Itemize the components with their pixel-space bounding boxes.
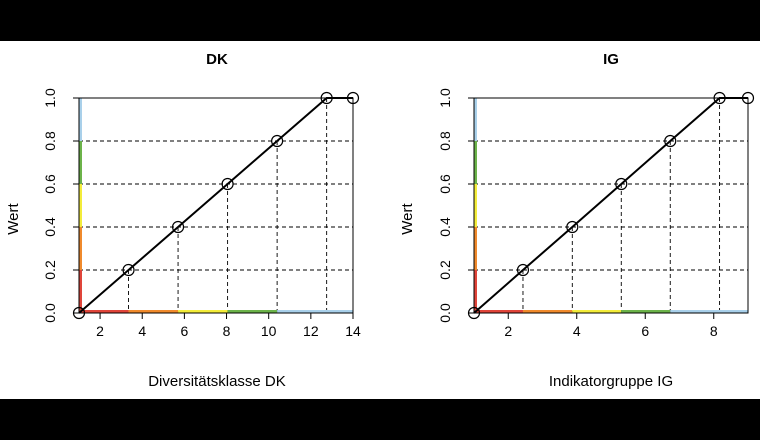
plot-frame <box>78 97 354 314</box>
y-tick-label: 0.8 <box>42 131 58 151</box>
data-point <box>516 263 530 277</box>
x-color-band <box>227 310 278 313</box>
series-line <box>473 97 748 314</box>
data-point <box>122 263 135 277</box>
x-tick-label: 8 <box>710 323 718 339</box>
x-tick-label: 12 <box>303 323 319 339</box>
y-color-band <box>474 270 477 313</box>
data-point <box>346 91 360 105</box>
x-axis-label: Indikatorgruppe IG <box>549 373 673 390</box>
y-color-band <box>474 98 477 141</box>
y-color-band <box>79 227 82 270</box>
y-tick-label: 0.4 <box>42 217 58 237</box>
y-tick-label: 0.2 <box>437 260 453 280</box>
y-tick-label: 1.0 <box>42 88 58 108</box>
x-tick-label: 2 <box>96 323 104 339</box>
y-tick-label: 0.6 <box>437 174 453 194</box>
data-point <box>664 134 677 148</box>
chart-title: DK <box>206 51 228 68</box>
chart-ig: IG Indikatorgruppe IG Wert 2 4 6 8 0.0 0.2 0.4… <box>399 51 755 390</box>
x-color-band <box>277 310 353 313</box>
y-tick-label: 0.4 <box>437 217 453 237</box>
y-tick-label: 0.6 <box>42 174 58 194</box>
data-point <box>171 220 185 234</box>
data-point <box>566 220 579 234</box>
plot-frame <box>473 97 749 314</box>
x-tick-label: 4 <box>573 323 581 339</box>
x-tick-label: 6 <box>180 323 188 339</box>
y-color-band <box>474 184 477 227</box>
y-axis-label: Wert <box>399 202 416 234</box>
data-point <box>713 91 726 105</box>
data-point <box>615 177 628 191</box>
x-tick-label: 8 <box>223 323 231 339</box>
x-color-band <box>178 310 228 313</box>
plot-area: 2 4 6 8 0.0 0.2 0.4 0.6 0.8 1.0 <box>437 88 755 339</box>
y-tick-label: 0.0 <box>42 303 58 323</box>
y-tick-label: 0.2 <box>42 260 58 280</box>
chart-dk: DK Diversitätsklasse DK Wert 2 4 6 8 10 12 14 0… <box>5 51 361 390</box>
x-color-band <box>621 310 671 313</box>
y-tick-label: 1.0 <box>437 88 453 108</box>
chart-title: IG <box>603 51 619 68</box>
data-point <box>221 177 234 191</box>
y-tick-label: 0.8 <box>437 131 453 151</box>
y-tick-label: 0.0 <box>437 303 453 323</box>
y-color-band <box>474 227 477 270</box>
y-color-band <box>79 141 82 184</box>
figure-panel: DK Diversitätsklasse DK Wert 2 4 6 8 10 12 14 0… <box>0 41 760 399</box>
x-color-band <box>522 310 573 313</box>
data-point <box>320 91 333 105</box>
x-tick-label: 10 <box>261 323 277 339</box>
y-color-band <box>79 184 82 227</box>
data-point <box>271 134 284 148</box>
x-color-band <box>79 310 129 313</box>
chart-figure: DK Diversitätsklasse DK Wert 2 4 6 8 10 12 14 0… <box>5 51 755 390</box>
x-color-band <box>670 310 748 313</box>
x-tick-label: 14 <box>345 323 361 339</box>
x-color-band <box>128 310 179 313</box>
x-axis-label: Diversitätsklasse DK <box>148 373 286 390</box>
data-point <box>741 91 755 105</box>
x-tick-label: 6 <box>641 323 649 339</box>
x-color-band <box>474 310 523 313</box>
x-color-band <box>572 310 622 313</box>
y-color-band <box>79 98 82 141</box>
y-color-band <box>79 270 82 313</box>
x-tick-label: 2 <box>504 323 512 339</box>
series-line <box>78 97 353 314</box>
y-axis-label: Wert <box>5 202 22 234</box>
plot-area: 2 4 6 8 10 12 14 0.0 0.2 0.4 0.6 0.8 1.0 <box>42 88 361 339</box>
y-color-band <box>474 141 477 184</box>
x-tick-label: 4 <box>138 323 146 339</box>
